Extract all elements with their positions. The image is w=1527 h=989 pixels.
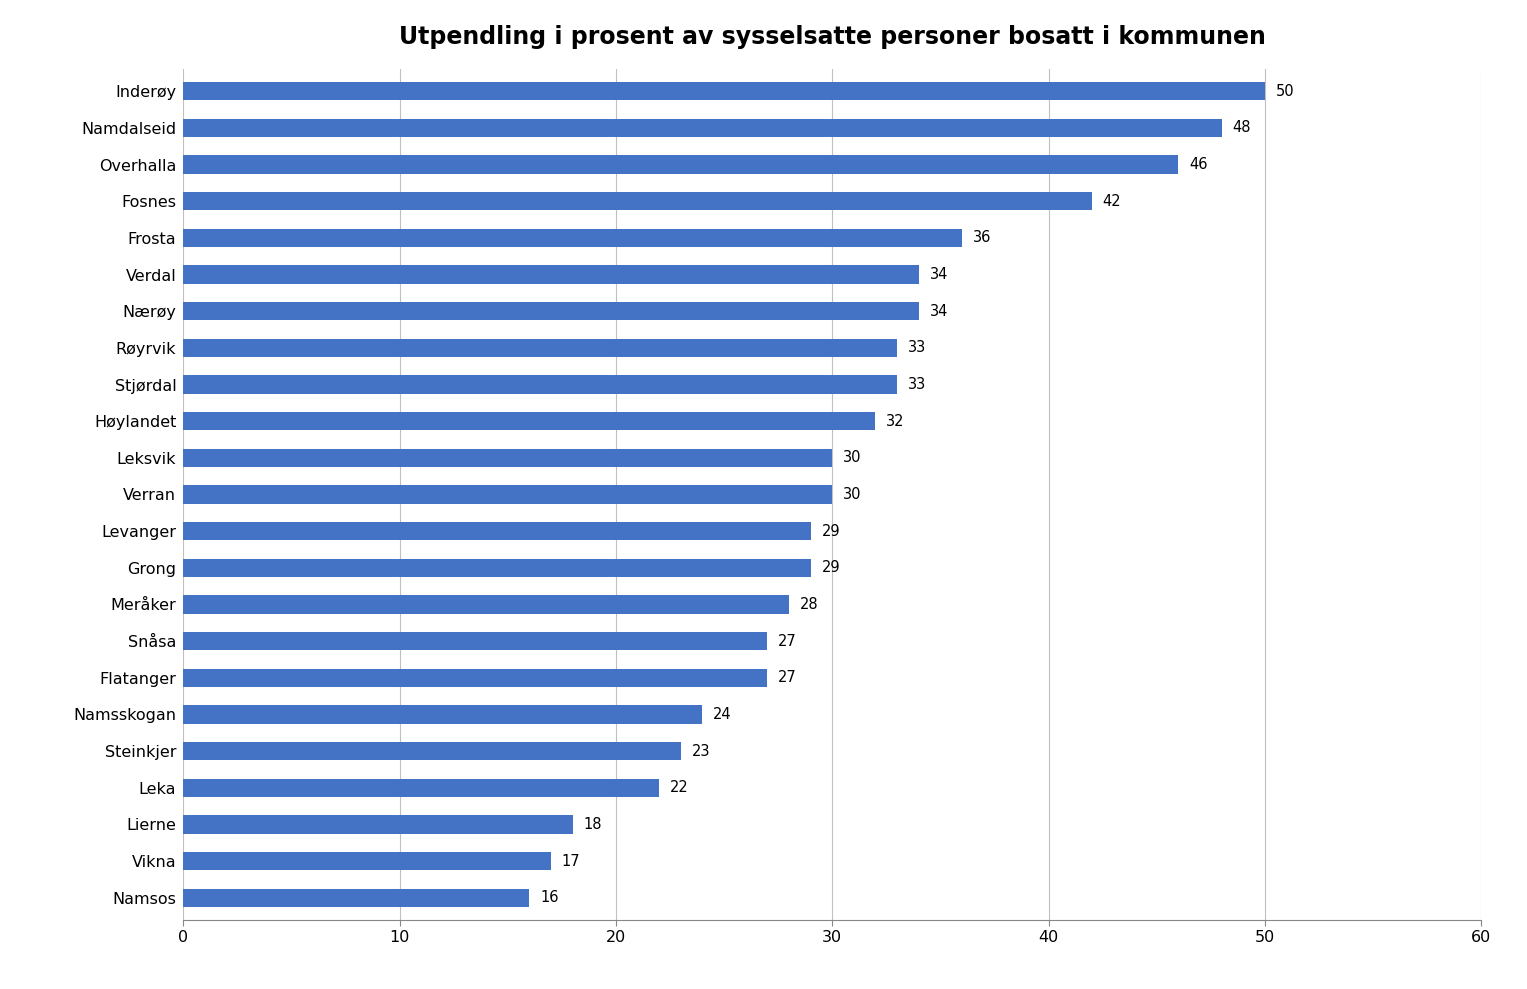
Text: 30: 30 xyxy=(843,487,861,502)
Bar xyxy=(183,742,681,761)
Bar xyxy=(183,888,530,907)
Bar xyxy=(183,852,551,870)
Text: 28: 28 xyxy=(800,597,818,612)
Text: 48: 48 xyxy=(1232,121,1251,135)
Text: 32: 32 xyxy=(886,413,906,428)
Bar xyxy=(183,449,832,467)
Text: 27: 27 xyxy=(779,634,797,649)
Text: 29: 29 xyxy=(822,523,840,539)
Text: 34: 34 xyxy=(930,304,948,318)
Text: 36: 36 xyxy=(973,230,991,245)
Bar xyxy=(183,155,1179,174)
Text: 33: 33 xyxy=(909,340,927,355)
Bar xyxy=(183,192,1092,211)
Text: 34: 34 xyxy=(930,267,948,282)
Text: 29: 29 xyxy=(822,561,840,576)
Text: 23: 23 xyxy=(692,744,710,759)
Text: 50: 50 xyxy=(1275,84,1295,99)
Bar xyxy=(183,778,660,797)
Bar xyxy=(183,669,768,687)
Bar xyxy=(183,228,962,247)
Bar xyxy=(183,338,898,357)
Bar xyxy=(183,705,702,724)
Text: 17: 17 xyxy=(562,854,580,868)
Text: 16: 16 xyxy=(541,890,559,905)
Bar xyxy=(183,82,1264,101)
Bar xyxy=(183,632,768,651)
Bar xyxy=(183,119,1222,137)
Text: 33: 33 xyxy=(909,377,927,392)
Bar xyxy=(183,486,832,503)
Text: 24: 24 xyxy=(713,707,731,722)
Title: Utpendling i prosent av sysselsatte personer bosatt i kommunen: Utpendling i prosent av sysselsatte pers… xyxy=(399,26,1266,49)
Text: 18: 18 xyxy=(583,817,602,832)
Text: 46: 46 xyxy=(1190,157,1208,172)
Bar xyxy=(183,376,898,394)
Bar xyxy=(183,412,875,430)
Bar xyxy=(183,302,919,320)
Bar xyxy=(183,265,919,284)
Bar xyxy=(183,595,789,613)
Text: 30: 30 xyxy=(843,450,861,466)
Bar xyxy=(183,522,811,540)
Text: 42: 42 xyxy=(1102,194,1121,209)
Bar xyxy=(183,815,573,834)
Bar xyxy=(183,559,811,577)
Text: 27: 27 xyxy=(779,671,797,685)
Text: 22: 22 xyxy=(670,780,689,795)
